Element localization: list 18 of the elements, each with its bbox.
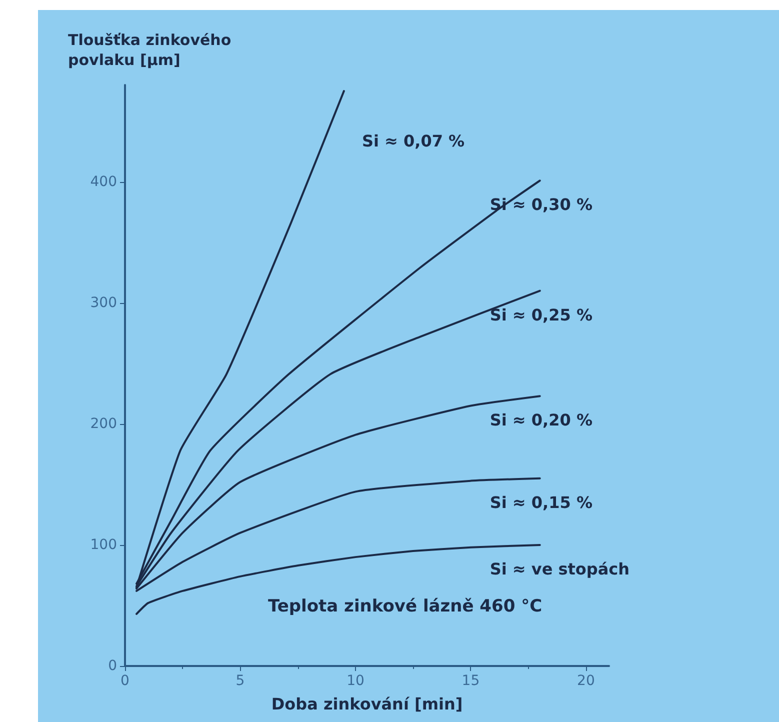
x-tick-label: 5: [236, 673, 245, 689]
series-label: Si ≈ ve stopách: [490, 559, 630, 578]
y-tick-label: 400: [90, 174, 117, 190]
series-label: Si ≈ 0,20 %: [490, 410, 592, 430]
x-tick-label: 10: [346, 673, 364, 689]
x-tick-label: 20: [577, 673, 595, 689]
x-tick-label: 0: [120, 673, 130, 689]
series-label: Si ≈ 0,15 %: [490, 492, 592, 512]
y-tick-label: 300: [90, 294, 117, 311]
y-tick-label: 100: [90, 536, 117, 553]
series-label: Si ≈ 0,25 %: [490, 305, 592, 324]
y-axis-title: Tloušťka zinkového povlaku [µm]: [68, 31, 236, 69]
y-tick-label: 0: [108, 658, 117, 674]
x-axis-title: Doba zinkování [min]: [271, 694, 463, 714]
x-tick-label: 15: [462, 673, 480, 689]
y-tick-label: 200: [90, 416, 117, 432]
annotation: Teplota zinkové lázně 460 °C: [268, 596, 542, 616]
series-label: Si ≈ 0,07 %: [362, 132, 465, 151]
